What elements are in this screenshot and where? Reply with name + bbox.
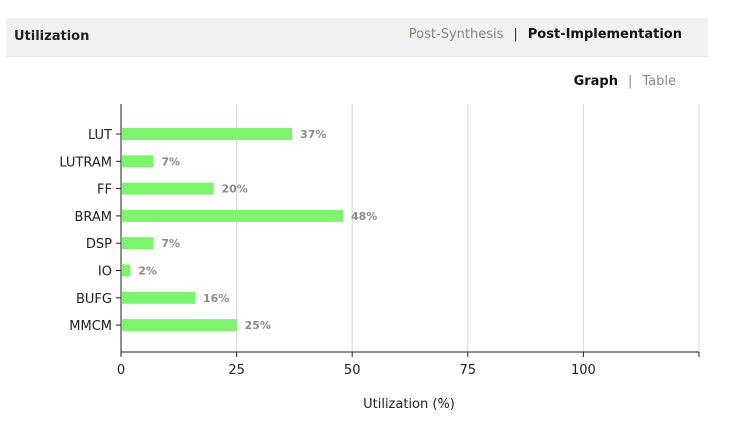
- value-label-lut: 37%: [300, 128, 326, 141]
- bar-mmcm: [122, 319, 237, 332]
- bar-lutram: [122, 155, 154, 168]
- tab-post-synthesis[interactable]: Post-Synthesis: [408, 27, 504, 42]
- category-label-io: IO: [98, 265, 112, 280]
- category-label-mmcm: MMCM: [69, 319, 112, 334]
- stage-separator: |: [513, 27, 518, 42]
- x-tick-label-100: 100: [571, 363, 596, 378]
- category-label-bufg: BUFG: [76, 292, 112, 307]
- value-label-mmcm: 25%: [245, 319, 271, 332]
- view-separator: |: [627, 74, 633, 89]
- value-label-bram: 48%: [351, 210, 377, 223]
- tab-post-implementation[interactable]: Post-Implementation: [527, 27, 682, 42]
- value-label-dsp: 7%: [161, 237, 180, 250]
- view-switch: Graph | Table: [574, 74, 676, 89]
- x-tick-label-50: 50: [344, 363, 361, 378]
- bar-dsp: [122, 237, 154, 250]
- x-tick-label-75: 75: [460, 363, 477, 378]
- value-label-ff: 20%: [221, 183, 247, 196]
- x-axis-title: Utilization (%): [363, 397, 455, 412]
- value-label-io: 2%: [138, 265, 157, 278]
- utilization-header: Utilization Post-Synthesis | Post-Implemen…: [6, 18, 708, 57]
- x-tick-label-0: 0: [117, 363, 125, 378]
- bar-io: [122, 264, 131, 277]
- category-label-ff: FF: [97, 183, 112, 198]
- implementation-stage-switch: Post-Synthesis | Post-Implementation: [409, 27, 682, 42]
- view-table-link[interactable]: Table: [642, 74, 676, 89]
- bar-bram: [122, 209, 343, 222]
- x-tick-label-25: 25: [228, 363, 245, 378]
- bar-bufg: [122, 291, 195, 304]
- category-label-lutram: LUTRAM: [59, 155, 112, 170]
- bar-lut: [122, 128, 293, 140]
- value-label-lutram: 7%: [161, 155, 180, 168]
- panel-title: Utilization: [14, 29, 90, 44]
- category-label-lut: LUT: [88, 128, 112, 143]
- view-graph-link[interactable]: Graph: [573, 74, 618, 89]
- value-label-bufg: 16%: [203, 292, 229, 305]
- category-label-bram: BRAM: [74, 210, 112, 225]
- bar-ff: [122, 182, 214, 195]
- category-label-dsp: DSP: [86, 237, 112, 252]
